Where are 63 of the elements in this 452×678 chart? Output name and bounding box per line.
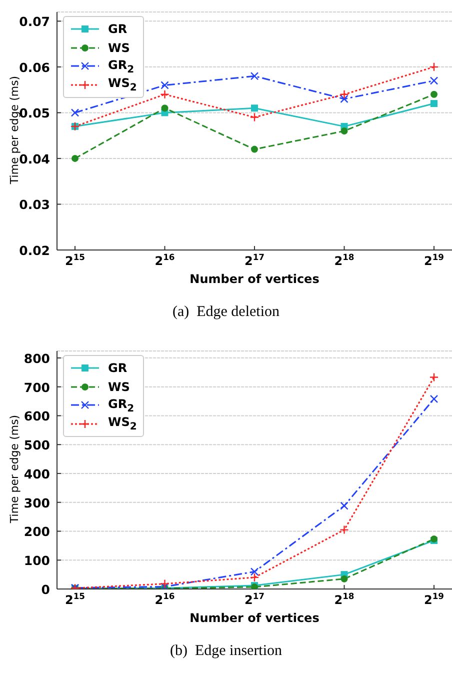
y-tick-label: 0.03	[19, 197, 50, 212]
point	[430, 90, 438, 98]
y-tick-label: 500	[24, 438, 50, 453]
text: (a) Edge deletion	[171, 304, 281, 321]
legend-label: WS	[108, 380, 130, 394]
y-tick-label: 0.04	[19, 151, 50, 166]
point	[160, 90, 170, 99]
x-tick-label: 2$^{17}$	[244, 591, 265, 607]
y-axis-title: Time per edge (ms)	[8, 414, 21, 524]
point	[430, 100, 438, 108]
point	[340, 94, 348, 104]
y-tick-label: 600	[24, 408, 50, 424]
legend-label: GR$_{2}$	[108, 58, 134, 75]
point	[160, 579, 170, 588]
text: (b) Edge insertion	[168, 643, 284, 660]
y-tick-label: 0.02	[19, 243, 50, 258]
point	[340, 90, 349, 99]
y-tick-label: 200	[24, 524, 50, 540]
y-tick-label: 800	[24, 350, 50, 366]
point	[72, 154, 78, 162]
point	[250, 72, 259, 80]
x-tick-label: 2$^{19}$	[424, 591, 444, 607]
point	[250, 568, 259, 576]
point	[429, 372, 439, 382]
y-tick-label: 0.07	[19, 14, 50, 30]
point	[429, 62, 439, 72]
point	[430, 76, 438, 85]
legend-label: GR	[108, 22, 128, 36]
y-tick-label: 400	[24, 466, 50, 482]
x-tick-label: 2$^{16}$	[154, 591, 175, 607]
legend-label: WS$_{2}$	[108, 415, 137, 432]
y-axis-title: Time per edge (ms)	[8, 76, 21, 186]
point	[340, 502, 348, 510]
legend-label: WS	[108, 40, 130, 55]
x-tick-label: 2$^{17}$	[244, 252, 265, 268]
point	[430, 394, 438, 404]
legend-label: GR$_{2}$	[108, 396, 134, 414]
y-tick-label: 300	[24, 495, 50, 510]
y-tick-label: 100	[24, 553, 50, 568]
point	[340, 525, 349, 534]
x-axis-title: Number of vertices	[190, 611, 320, 625]
legend-label: GR	[108, 361, 128, 376]
point	[250, 112, 260, 122]
x-tick-label: 2$^{19}$	[424, 252, 444, 268]
point	[160, 81, 169, 90]
x-tick-label: 2$^{15}$	[64, 252, 86, 268]
point	[161, 104, 168, 112]
x-tick-label: 2$^{18}$	[334, 252, 354, 268]
y-tick-label: 0.05	[19, 106, 50, 121]
x-tick-label: 2$^{16}$	[154, 252, 175, 268]
point	[340, 128, 348, 134]
x-tick-label: 2$^{18}$	[334, 591, 354, 607]
point	[70, 108, 80, 117]
point	[251, 104, 258, 112]
point	[250, 572, 260, 582]
legend-label: WS$_{2}$	[108, 76, 137, 94]
y-tick-label: 0.06	[19, 60, 50, 75]
x-axis-title: Number of vertices	[190, 272, 320, 286]
y-tick-label: 700	[24, 380, 50, 395]
point	[340, 575, 348, 582]
x-tick-label: 2$^{15}$	[64, 591, 86, 607]
point	[251, 146, 258, 153]
y-tick-label: 0	[41, 582, 50, 597]
